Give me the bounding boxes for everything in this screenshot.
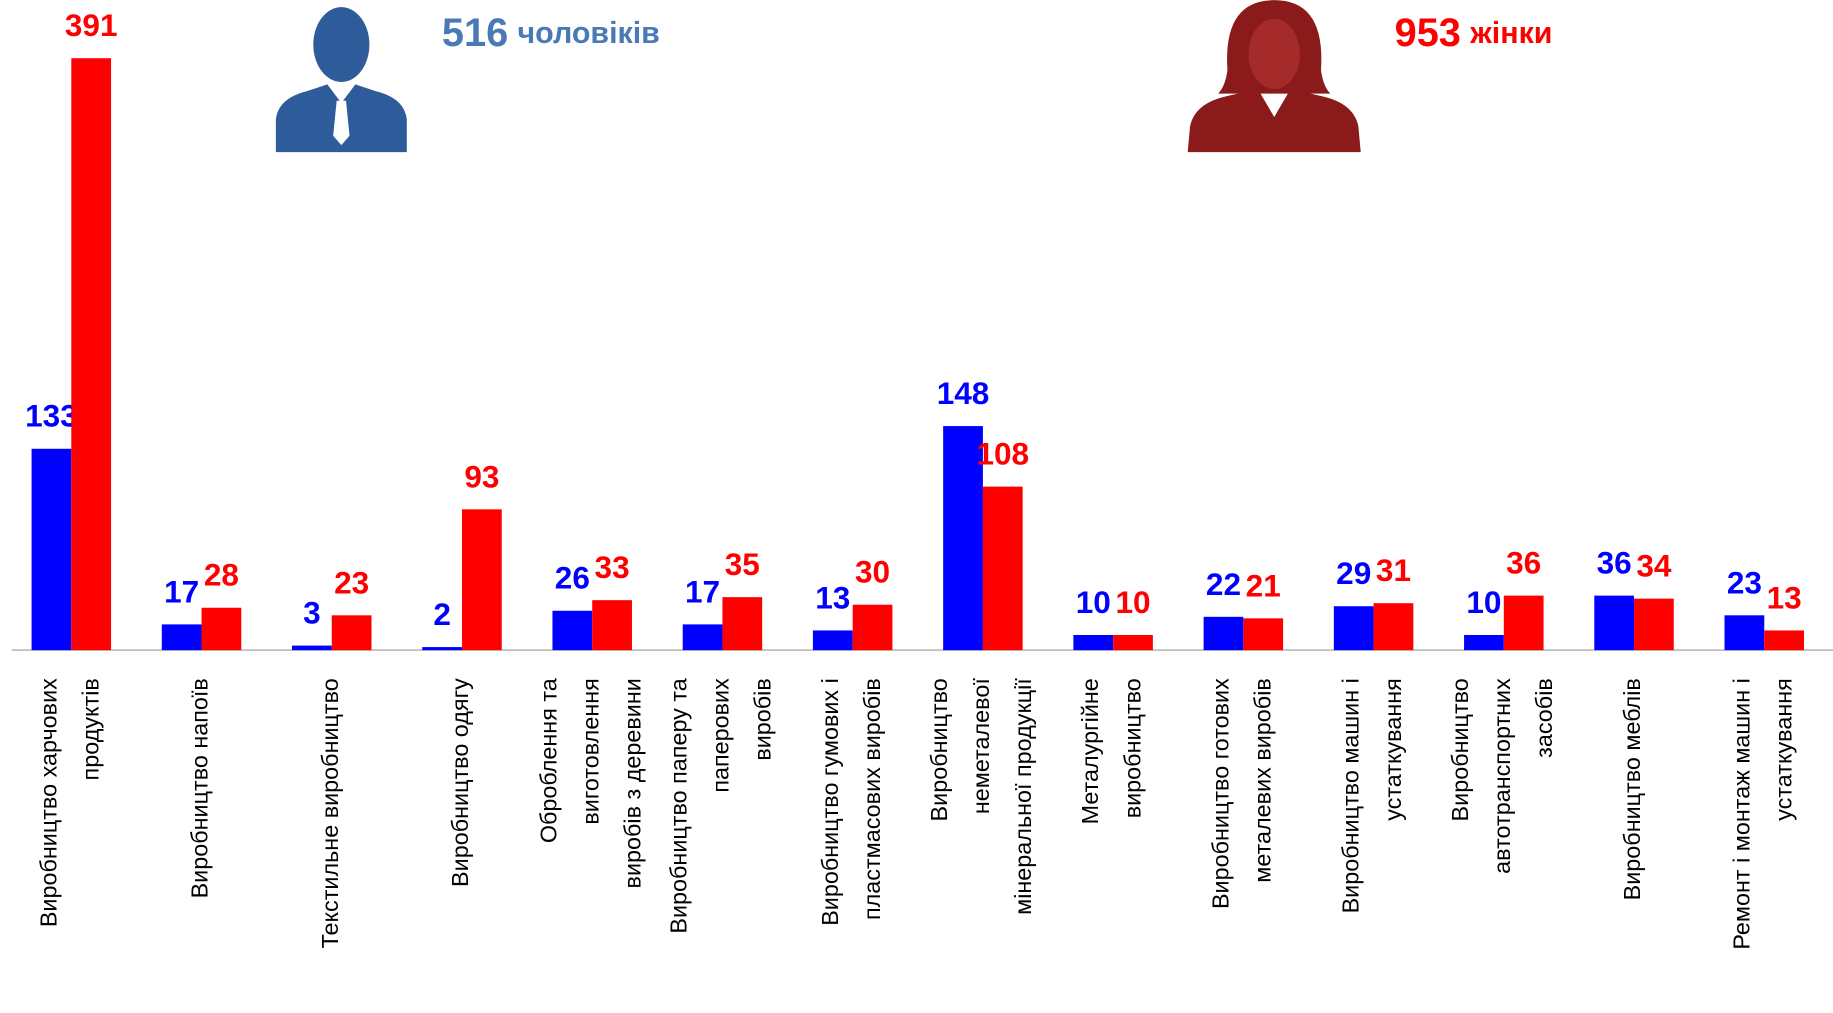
- bar: [1764, 630, 1805, 651]
- bar: [722, 597, 763, 651]
- bar: [1724, 615, 1765, 651]
- bar: [1373, 603, 1414, 651]
- bar: [161, 624, 202, 651]
- data-label: 28: [204, 557, 239, 593]
- data-label: 2: [433, 596, 451, 632]
- bar: [201, 607, 242, 651]
- data-label: 10: [1076, 584, 1111, 620]
- woman-icon: [1187, 0, 1361, 153]
- x-tick-label: металевих виробів: [1250, 678, 1276, 883]
- data-label: 21: [1246, 567, 1281, 603]
- data-label: 3: [303, 595, 321, 631]
- x-tick-label: засобів: [1531, 678, 1557, 758]
- data-label: 29: [1336, 555, 1371, 591]
- data-label: 35: [725, 546, 760, 582]
- bar: [943, 426, 983, 651]
- x-tick-label: пластмасових виробів: [859, 678, 885, 920]
- bar: [1113, 634, 1153, 651]
- data-label: 391: [65, 7, 118, 43]
- bar: [1203, 616, 1244, 651]
- bar: [1464, 634, 1504, 651]
- bar: [31, 448, 72, 651]
- data-label: 17: [164, 573, 199, 609]
- bar: [71, 58, 112, 651]
- x-tick-label: продуктів: [78, 678, 104, 780]
- bar: [1594, 595, 1635, 651]
- bar: [1243, 618, 1284, 651]
- bar: [1333, 606, 1374, 651]
- x-tick-label: Виробництво напоїв: [187, 678, 213, 898]
- data-label: 13: [815, 579, 850, 615]
- data-label: 26: [555, 560, 590, 596]
- bar: [682, 624, 723, 651]
- total-value: 953: [1395, 11, 1461, 55]
- x-tick-label: Виробництво готових: [1207, 678, 1233, 909]
- bar: [331, 615, 372, 651]
- x-tick-label: Виробництво одягу: [447, 678, 473, 887]
- bar: [552, 610, 593, 651]
- x-tick-label: Виробництво гумових і: [817, 678, 843, 926]
- bar: [292, 645, 332, 651]
- bar: [592, 600, 632, 651]
- data-label: 108: [976, 436, 1029, 472]
- x-tick-label: устаткування: [1380, 678, 1406, 821]
- data-label: 22: [1206, 566, 1241, 602]
- data-label: 30: [855, 554, 890, 590]
- bar: [461, 509, 502, 651]
- x-tick-label: виробів: [750, 678, 776, 760]
- x-tick-label: Виробництво меблів: [1619, 678, 1645, 900]
- x-tick-label: автотранспортних: [1489, 678, 1515, 874]
- x-tick-label: неметалевої: [968, 678, 994, 814]
- x-tick-label: Виробництво: [1447, 678, 1473, 821]
- x-tick-label: виробів з деревини: [619, 678, 645, 888]
- bar: [982, 486, 1023, 651]
- data-label: 33: [595, 549, 630, 585]
- bar: [422, 647, 462, 651]
- x-tick-label: Оброблення та: [535, 678, 561, 843]
- data-label: 10: [1115, 584, 1150, 620]
- x-tick-label: Виробництво харчових: [35, 678, 61, 927]
- x-tick-label: Металургійне: [1077, 678, 1103, 824]
- x-tick-label: Виробництво паперу та: [666, 678, 692, 933]
- x-tick-label: мінеральної продукції: [1010, 678, 1036, 915]
- data-label: 133: [25, 398, 78, 434]
- data-label: 34: [1636, 548, 1672, 584]
- x-tick-label: паперових: [708, 678, 734, 793]
- data-label: 36: [1597, 545, 1632, 581]
- man-icon: [275, 7, 407, 153]
- total-label: чоловіків: [518, 16, 660, 50]
- data-label: 36: [1506, 545, 1541, 581]
- total-label: жінки: [1469, 16, 1552, 50]
- x-tick-label: Виробництво машин і: [1338, 678, 1364, 913]
- data-label: 31: [1376, 552, 1411, 588]
- data-label: 23: [334, 564, 369, 600]
- data-label: 10: [1466, 584, 1501, 620]
- total-header: 516 чоловіків: [442, 11, 660, 55]
- x-tick-label: виробництво: [1119, 678, 1145, 818]
- x-tick-label: устаткування: [1770, 678, 1796, 821]
- bar: [852, 604, 893, 651]
- bar: [1503, 595, 1544, 651]
- x-tick-label: Ремонт і монтаж машин і: [1728, 678, 1754, 949]
- data-label: 148: [937, 375, 990, 411]
- data-label: 17: [685, 573, 720, 609]
- x-tick-label: Виробництво: [926, 678, 952, 821]
- bar: [1073, 634, 1114, 651]
- data-label: 23: [1727, 564, 1762, 600]
- data-label: 93: [464, 458, 499, 494]
- data-label: 13: [1767, 579, 1802, 615]
- x-tick-label: Текстильне виробництво: [317, 678, 343, 948]
- bar: [812, 630, 853, 651]
- x-tick-label: виготовлення: [577, 678, 603, 824]
- total-header: 953 жінки: [1395, 11, 1553, 55]
- bar: [1634, 598, 1674, 651]
- total-value: 516: [442, 11, 508, 55]
